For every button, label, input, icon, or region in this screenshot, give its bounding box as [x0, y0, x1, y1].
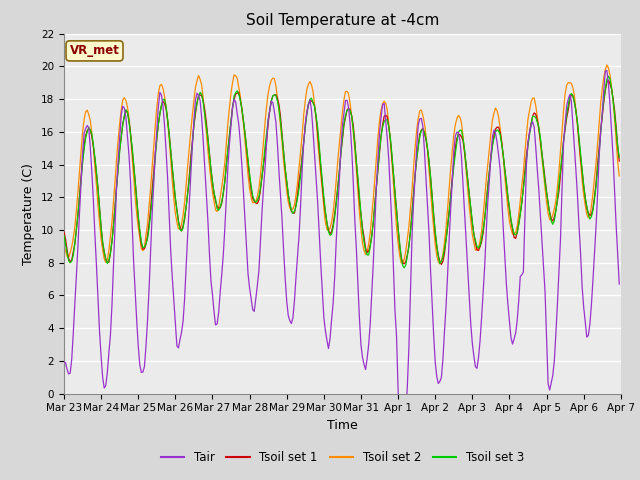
Tair — [303, 110, 310, 116]
Line: Tsoil set 1: Tsoil set 1 — [64, 80, 620, 264]
Tsoil set 1 — [128, 146, 136, 152]
Tsoil set 2 — [586, 213, 594, 218]
Tair — [60, 359, 68, 365]
Tair — [399, 443, 406, 448]
Tsoil set 1 — [438, 262, 445, 267]
Tsoil set 1 — [586, 212, 594, 218]
Tsoil set 1 — [226, 132, 234, 137]
Tsoil set 2 — [226, 104, 234, 110]
Tsoil set 3 — [586, 216, 594, 222]
Tsoil set 1 — [60, 229, 68, 235]
Tsoil set 3 — [128, 143, 136, 149]
Tsoil set 2 — [253, 193, 261, 199]
Tsoil set 1 — [303, 109, 310, 115]
Y-axis label: Temperature (C): Temperature (C) — [22, 163, 35, 264]
Tsoil set 1 — [244, 159, 252, 165]
Tair — [226, 141, 234, 146]
Tsoil set 3 — [226, 133, 234, 139]
Tsoil set 3 — [605, 73, 612, 79]
Line: Tsoil set 2: Tsoil set 2 — [64, 65, 620, 264]
Tsoil set 1 — [253, 201, 261, 206]
Tair — [128, 220, 136, 226]
Tair — [244, 271, 252, 277]
Tsoil set 2 — [244, 172, 252, 178]
Tsoil set 2 — [603, 62, 611, 68]
X-axis label: Time: Time — [327, 419, 358, 432]
Tsoil set 2 — [303, 86, 310, 92]
Tsoil set 2 — [128, 153, 136, 158]
Tsoil set 3 — [303, 111, 310, 117]
Tair — [616, 281, 623, 287]
Tsoil set 3 — [60, 233, 68, 239]
Tair — [253, 283, 261, 288]
Tsoil set 2 — [436, 261, 444, 267]
Tsoil set 3 — [616, 154, 623, 160]
Tsoil set 3 — [401, 265, 408, 271]
Tair — [586, 322, 594, 327]
Title: Soil Temperature at -4cm: Soil Temperature at -4cm — [246, 13, 439, 28]
Tsoil set 1 — [605, 77, 612, 83]
Line: Tair: Tair — [64, 71, 620, 445]
Line: Tsoil set 3: Tsoil set 3 — [64, 76, 620, 268]
Legend: Tair, Tsoil set 1, Tsoil set 2, Tsoil set 3: Tair, Tsoil set 1, Tsoil set 2, Tsoil se… — [156, 446, 529, 469]
Tsoil set 3 — [253, 197, 261, 203]
Tsoil set 3 — [244, 157, 252, 163]
Tsoil set 2 — [616, 173, 623, 179]
Tair — [603, 68, 611, 73]
Tsoil set 2 — [60, 243, 68, 249]
Text: VR_met: VR_met — [70, 44, 120, 58]
Tsoil set 1 — [616, 158, 623, 164]
